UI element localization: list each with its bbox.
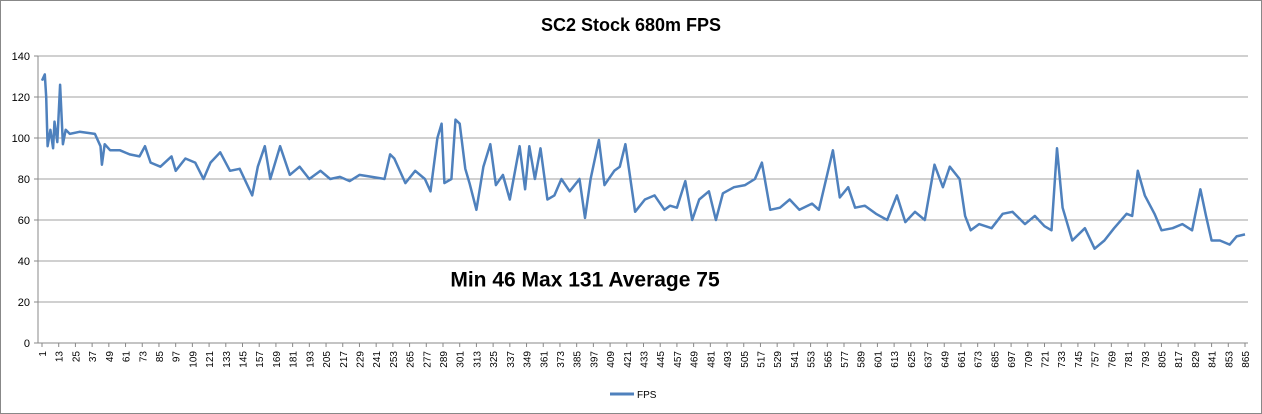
- x-tick-label: 841: [1208, 351, 1219, 368]
- y-tick-label: 0: [24, 338, 30, 350]
- x-tick-label: 613: [890, 351, 901, 368]
- x-tick-label: 661: [957, 351, 968, 368]
- x-tick-label: 469: [690, 351, 701, 368]
- x-tick-label: 181: [289, 351, 300, 368]
- x-tick-label: 397: [589, 351, 600, 368]
- y-tick-label: 20: [18, 297, 30, 309]
- x-tick-label: 169: [272, 351, 283, 368]
- x-tick-label: 649: [940, 351, 951, 368]
- x-tick-label: 709: [1024, 351, 1035, 368]
- x-tick-label: 853: [1224, 351, 1235, 368]
- x-tick-label: 481: [706, 351, 717, 368]
- x-tick-label: 805: [1157, 351, 1168, 368]
- x-tick-label: 373: [556, 351, 567, 368]
- x-tick-label: 745: [1074, 351, 1085, 368]
- legend-label: FPS: [637, 390, 657, 401]
- x-tick-label: 409: [606, 351, 617, 368]
- x-tick-label: 289: [439, 351, 450, 368]
- x-tick-label: 757: [1091, 351, 1102, 368]
- x-tick-label: 589: [857, 351, 868, 368]
- x-tick-label: 361: [539, 351, 550, 368]
- x-tick-label: 637: [924, 351, 935, 368]
- x-tick-label: 217: [339, 351, 350, 368]
- x-tick-label: 457: [673, 351, 684, 368]
- x-tick-label: 385: [573, 351, 584, 368]
- x-tick-label: 577: [840, 351, 851, 368]
- x-tick-label: 721: [1041, 351, 1052, 368]
- x-tick-label: 25: [71, 351, 82, 363]
- x-tick-label: 445: [656, 351, 667, 368]
- x-tick-label: 193: [305, 351, 316, 368]
- x-tick-label: 697: [1007, 351, 1018, 368]
- x-tick-label: 301: [456, 351, 467, 368]
- y-tick-label: 80: [18, 174, 30, 186]
- x-tick-label: 337: [506, 351, 517, 368]
- x-tick-label: 673: [974, 351, 985, 368]
- x-tick-label: 37: [88, 351, 99, 363]
- x-tick-label: 313: [472, 351, 483, 368]
- y-tick-label: 120: [12, 92, 30, 104]
- y-tick-label: 60: [18, 215, 30, 227]
- x-tick-label: 793: [1141, 351, 1152, 368]
- x-tick-label: 733: [1057, 351, 1068, 368]
- x-tick-label: 541: [790, 351, 801, 368]
- annotation: Min 46 Max 131 Average 75: [450, 269, 720, 292]
- x-tick-label: 97: [172, 351, 183, 363]
- x-tick-label: 553: [807, 351, 818, 368]
- x-tick-label: 229: [355, 351, 366, 368]
- x-tick-label: 121: [205, 351, 216, 368]
- x-tick-label: 241: [372, 351, 383, 368]
- x-tick-label: 277: [422, 351, 433, 368]
- x-tick-label: 433: [640, 351, 651, 368]
- x-tick-label: 493: [723, 351, 734, 368]
- y-tick-label: 40: [18, 256, 30, 268]
- y-tick-label: 140: [12, 51, 30, 63]
- x-tick-label: 829: [1191, 351, 1202, 368]
- x-tick-label: 49: [105, 351, 116, 363]
- x-tick-label: 145: [239, 351, 250, 368]
- x-tick-label: 769: [1107, 351, 1118, 368]
- x-tick-label: 1: [38, 351, 49, 357]
- x-tick-label: 157: [255, 351, 266, 368]
- x-tick-label: 205: [322, 351, 333, 368]
- x-tick-label: 517: [756, 351, 767, 368]
- x-tick-label: 421: [623, 351, 634, 368]
- x-tick-label: 109: [188, 351, 199, 368]
- x-tick-label: 349: [523, 351, 534, 368]
- x-tick-label: 73: [138, 351, 149, 363]
- x-tick-label: 505: [740, 351, 751, 368]
- x-tick-label: 253: [389, 351, 400, 368]
- line-series: [40, 73, 1246, 250]
- x-tick-label: 601: [873, 351, 884, 368]
- x-tick-label: 133: [222, 351, 233, 368]
- x-tick-label: 565: [823, 351, 834, 368]
- x-tick-label: 325: [489, 351, 500, 368]
- x-tick-label: 625: [907, 351, 918, 368]
- y-tick-label: 100: [12, 133, 30, 145]
- x-tick-label: 685: [990, 351, 1001, 368]
- x-tick-label: 817: [1174, 351, 1185, 368]
- x-tick-label: 529: [773, 351, 784, 368]
- x-tick-label: 85: [155, 351, 166, 363]
- x-tick-label: 61: [122, 351, 133, 363]
- chart-title: SC2 Stock 680m FPS: [541, 15, 721, 35]
- x-tick-label: 265: [406, 351, 417, 368]
- x-tick-label: 865: [1241, 351, 1252, 368]
- x-tick-label: 13: [55, 351, 66, 363]
- x-tick-label: 781: [1124, 351, 1135, 368]
